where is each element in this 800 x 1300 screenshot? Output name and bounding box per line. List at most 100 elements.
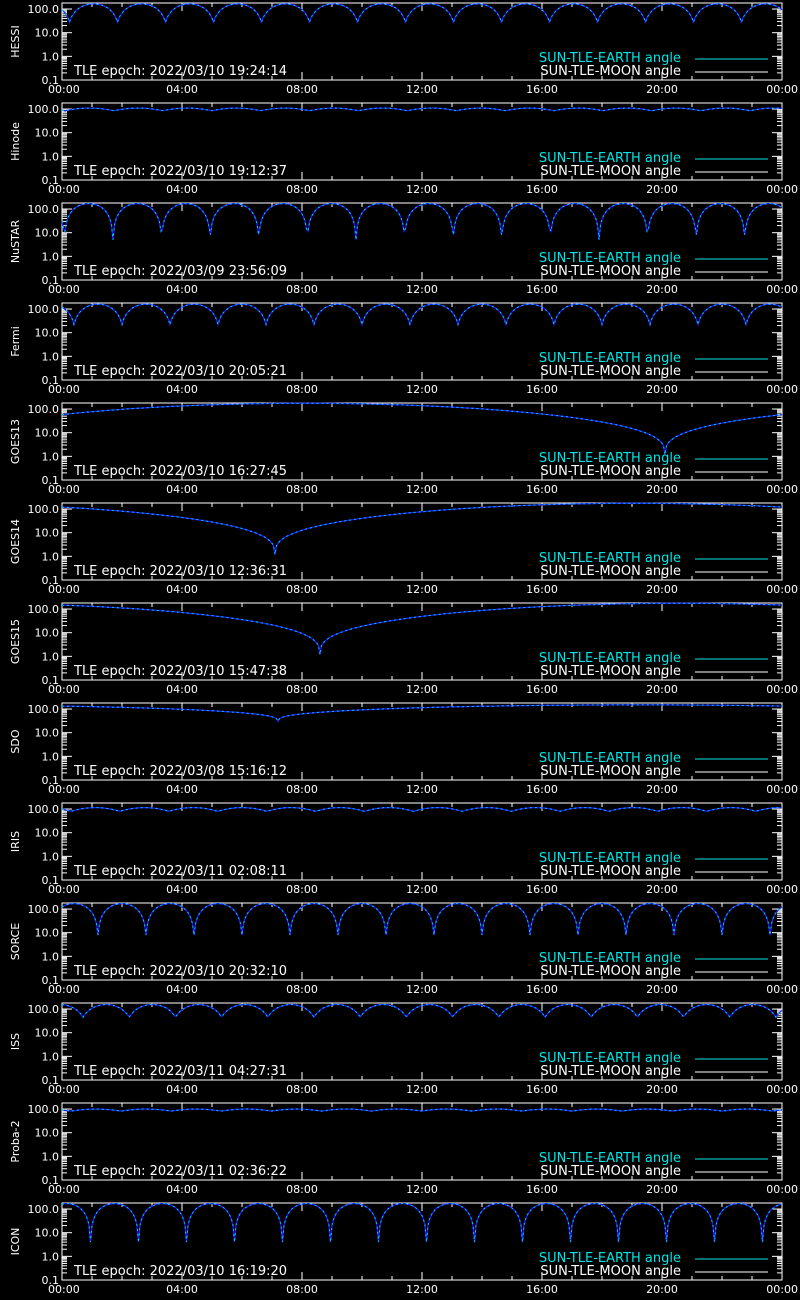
x-tick-label: 00:00: [766, 683, 798, 696]
y-tick-label: 0.1: [42, 574, 60, 587]
panel-iris: 100.010.01.00.100:00 04:00 08:00 12:00 16:00…: [9, 802, 798, 896]
legend-earth-label: SUN-TLE-EARTH angle: [539, 351, 681, 366]
sun-earth-angle-highlight: [61, 107, 783, 112]
sun-earth-angle-highlight: [61, 402, 783, 455]
x-tick-label: 00:00: [766, 183, 798, 196]
y-tick-label: 0.1: [42, 1274, 60, 1287]
x-tick-label: 04:00: [166, 1283, 198, 1296]
x-tick-label: 00:00: [766, 583, 798, 596]
tle-epoch-label: TLE epoch: 2022/03/10 20:32:10: [73, 964, 287, 979]
x-tick-label: 20:00: [646, 483, 678, 496]
satellite-label: HESSI: [9, 25, 22, 57]
legend-earth-label: SUN-TLE-EARTH angle: [539, 151, 681, 166]
y-tick-label: 100.0: [28, 1003, 60, 1016]
x-tick-label: 12:00: [406, 483, 438, 496]
satellite-label: ISS: [9, 1033, 22, 1050]
y-tick-label: 100.0: [28, 903, 60, 916]
x-tick-label: 00:00: [766, 1183, 798, 1196]
x-tick-label: 04:00: [166, 883, 198, 896]
y-tick-label: 1.0: [42, 450, 60, 463]
x-tick-label: 08:00: [286, 383, 318, 396]
x-tick-label: 00:00: [48, 1083, 80, 1096]
satellite-label: GOES15: [9, 619, 22, 664]
x-tick-label: 08:00: [286, 583, 318, 596]
panel-goes14: 100.010.01.00.100:00 04:00 08:00 12:00 16:00…: [9, 502, 798, 596]
legend-moon-label: SUN-TLE-MOON angle: [540, 1264, 681, 1279]
y-tick-label: 100.0: [28, 603, 60, 616]
y-tick-label: 100.0: [28, 1203, 60, 1216]
y-tick-label: 10.0: [35, 627, 60, 640]
sun-earth-angle-highlight: [61, 1203, 783, 1243]
x-tick-label: 00:00: [48, 283, 80, 296]
sun-earth-angle-highlight: [61, 1003, 783, 1019]
y-tick-label: 10.0: [35, 27, 60, 40]
x-tick-label: 04:00: [166, 383, 198, 396]
x-tick-label: 12:00: [406, 1083, 438, 1096]
legend-moon-label: SUN-TLE-MOON angle: [540, 464, 681, 479]
tle-epoch-label: TLE epoch: 2022/03/10 12:36:31: [73, 564, 287, 579]
x-tick-label: 08:00: [286, 1183, 318, 1196]
x-tick-label: 16:00: [526, 383, 558, 396]
y-tick-label: 1.0: [42, 1250, 60, 1263]
y-tick-label: 100.0: [28, 503, 60, 516]
legend-moon-label: SUN-TLE-MOON angle: [540, 864, 681, 879]
sun-earth-angle-highlight: [61, 903, 783, 936]
x-tick-label: 08:00: [286, 183, 318, 196]
legend-moon-label: SUN-TLE-MOON angle: [540, 764, 681, 779]
x-tick-label: 12:00: [406, 1283, 438, 1296]
x-tick-label: 20:00: [646, 1083, 678, 1096]
x-tick-label: 16:00: [526, 983, 558, 996]
panel-goes13: 100.010.01.00.100:00 04:00 08:00 12:00 16:00…: [9, 402, 798, 496]
y-tick-label: 100.0: [28, 1103, 60, 1116]
satellite-label: IRIS: [9, 831, 22, 852]
y-tick-label: 100.0: [28, 803, 60, 816]
x-tick-label: 00:00: [48, 1283, 80, 1296]
x-tick-label: 04:00: [166, 1183, 198, 1196]
legend-earth-label: SUN-TLE-EARTH angle: [539, 751, 681, 766]
tle-epoch-label: TLE epoch: 2022/03/08 15:16:12: [73, 764, 287, 779]
y-tick-label: 1.0: [42, 950, 60, 963]
legend-earth-label: SUN-TLE-EARTH angle: [539, 551, 681, 566]
y-tick-label: 1.0: [42, 550, 60, 563]
y-tick-label: 0.1: [42, 474, 60, 487]
x-tick-label: 12:00: [406, 883, 438, 896]
legend-moon-label: SUN-TLE-MOON angle: [540, 164, 681, 179]
x-tick-label: 00:00: [48, 1183, 80, 1196]
sun-earth-angle-highlight: [61, 807, 782, 812]
y-tick-label: 0.1: [42, 174, 60, 187]
y-tick-label: 10.0: [35, 1027, 60, 1040]
x-tick-label: 04:00: [166, 983, 198, 996]
x-tick-label: 08:00: [286, 883, 318, 896]
y-tick-label: 100.0: [28, 303, 60, 316]
y-tick-label: 10.0: [35, 427, 60, 440]
x-tick-label: 00:00: [766, 383, 798, 396]
x-tick-label: 20:00: [646, 983, 678, 996]
y-tick-label: 0.1: [42, 1074, 60, 1087]
x-tick-label: 16:00: [526, 483, 558, 496]
x-tick-label: 16:00: [526, 1183, 558, 1196]
panel-sdo: 100.010.01.00.100:00 04:00 08:00 12:00 16:00…: [9, 702, 798, 796]
x-tick-label: 12:00: [406, 83, 438, 96]
sun-earth-angle-highlight: [61, 1108, 783, 1112]
legend-moon-label: SUN-TLE-MOON angle: [540, 1164, 681, 1179]
x-tick-label: 20:00: [646, 183, 678, 196]
y-tick-label: 1.0: [42, 250, 60, 263]
x-tick-label: 00:00: [48, 83, 80, 96]
legend-earth-label: SUN-TLE-EARTH angle: [539, 851, 681, 866]
sun-earth-angle-line: [61, 3, 783, 24]
y-tick-label: 10.0: [35, 1227, 60, 1240]
x-tick-label: 04:00: [166, 583, 198, 596]
legend-earth-label: SUN-TLE-EARTH angle: [539, 651, 681, 666]
y-tick-label: 10.0: [35, 1127, 60, 1140]
x-tick-label: 16:00: [526, 1083, 558, 1096]
y-tick-label: 1.0: [42, 850, 60, 863]
x-tick-label: 08:00: [286, 1083, 318, 1096]
x-tick-label: 00:00: [766, 283, 798, 296]
satellite-label: SDO: [9, 729, 22, 753]
x-tick-label: 12:00: [406, 283, 438, 296]
x-tick-label: 20:00: [646, 283, 678, 296]
x-tick-label: 12:00: [406, 683, 438, 696]
x-tick-label: 20:00: [646, 683, 678, 696]
x-tick-label: 20:00: [646, 783, 678, 796]
